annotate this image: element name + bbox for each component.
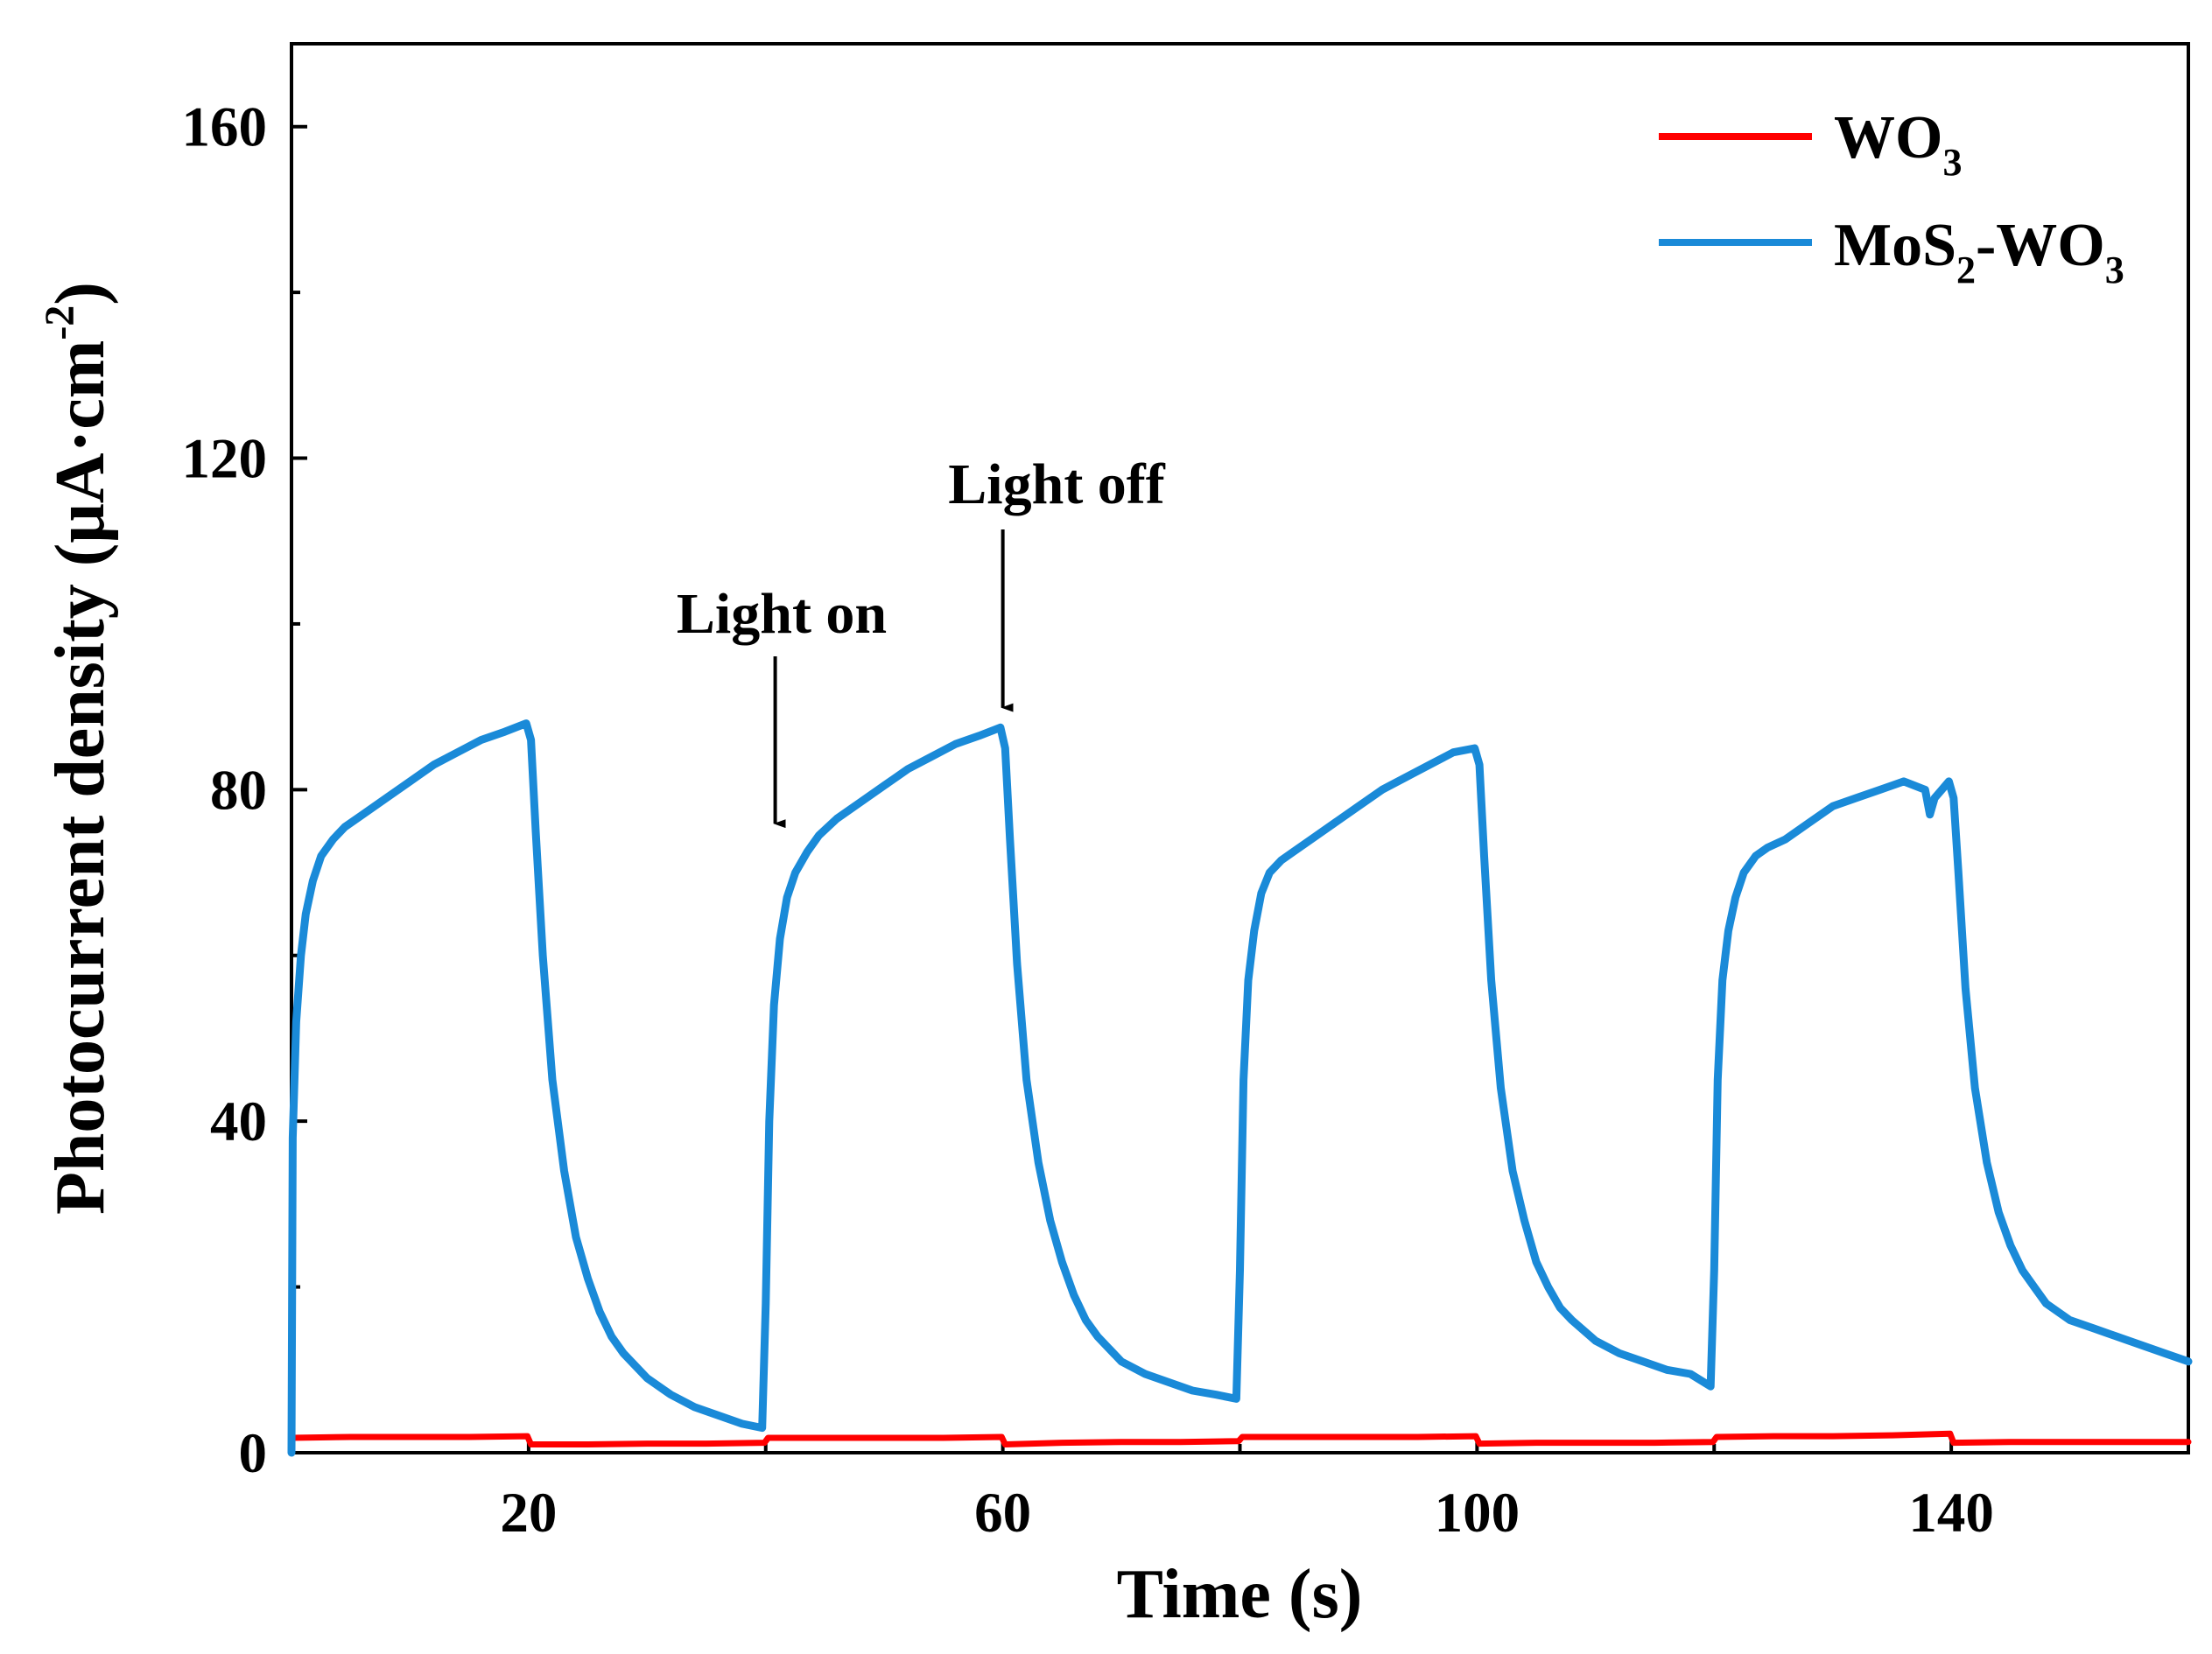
- x-tick-label: 140: [1908, 1482, 1994, 1545]
- series-line-wo3: [288, 1430, 2192, 1447]
- y-tick-label: 160: [182, 96, 268, 159]
- x-tick-label: 20: [500, 1482, 557, 1545]
- annotation-light-off: Light off: [948, 452, 1166, 712]
- y-axis-title-sup: -2: [37, 305, 83, 340]
- annotation-light-on-text: Light on: [677, 582, 887, 646]
- y-tick-label: 120: [182, 428, 268, 491]
- y-tick-label: 0: [239, 1422, 268, 1485]
- y-axis-title-main: Photocurrent density (μA·cm: [42, 340, 119, 1215]
- y-axis-ticks: 0 40 80 120 160: [182, 96, 307, 1485]
- series-layer: [287, 719, 2193, 1457]
- x-tick-label: 60: [974, 1482, 1031, 1545]
- x-axis-ticks: 20 60 100 140: [500, 1437, 1994, 1545]
- legend: WO3 MoS2-WO3: [1659, 104, 2124, 291]
- legend-label-mos2-wo3: MoS2-WO3: [1834, 212, 2124, 291]
- y-tick-label: 80: [210, 759, 267, 822]
- y-axis-title-close: ): [42, 282, 119, 305]
- annotation-light-off-text: Light off: [948, 452, 1166, 516]
- x-axis-title: Time (s): [1117, 1556, 1363, 1633]
- series-line-mos2-wo3: [287, 719, 2193, 1457]
- x-tick-label: 100: [1435, 1482, 1520, 1545]
- legend-label-wo3: WO3: [1834, 104, 1962, 184]
- annotation-light-on: Light on: [677, 582, 887, 829]
- y-axis-title: Photocurrent density (μA·cm-2): [37, 282, 119, 1215]
- y-tick-label: 40: [210, 1090, 267, 1153]
